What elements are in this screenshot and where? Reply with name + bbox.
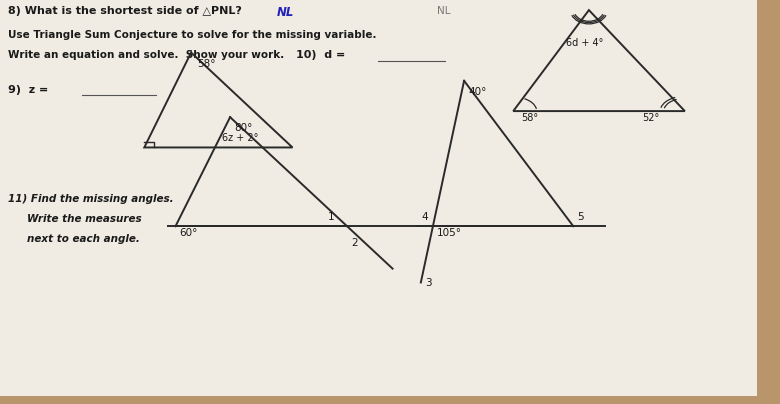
Text: 3: 3 bbox=[425, 278, 431, 288]
Text: NL: NL bbox=[437, 6, 450, 16]
Text: Write the measures: Write the measures bbox=[27, 214, 142, 224]
Text: Write an equation and solve.  Show your work.: Write an equation and solve. Show your w… bbox=[8, 50, 284, 61]
Text: 11) Find the missing angles.: 11) Find the missing angles. bbox=[8, 194, 173, 204]
Text: NL: NL bbox=[277, 6, 294, 19]
Text: 58°: 58° bbox=[521, 113, 538, 123]
Text: 52°: 52° bbox=[642, 113, 659, 123]
Text: 105°: 105° bbox=[437, 228, 462, 238]
Text: 6z + 2°: 6z + 2° bbox=[222, 133, 259, 143]
Text: 10)  d =: 10) d = bbox=[296, 50, 349, 61]
Text: 2: 2 bbox=[351, 238, 357, 248]
Text: 60°: 60° bbox=[179, 228, 198, 238]
Text: 1: 1 bbox=[328, 212, 334, 222]
Text: next to each angle.: next to each angle. bbox=[27, 234, 140, 244]
Text: 80°: 80° bbox=[234, 123, 253, 133]
Text: Use Triangle Sum Conjecture to solve for the missing variable.: Use Triangle Sum Conjecture to solve for… bbox=[8, 30, 376, 40]
FancyBboxPatch shape bbox=[0, 0, 757, 396]
Text: 6d + 4°: 6d + 4° bbox=[566, 38, 603, 48]
Text: 4: 4 bbox=[421, 212, 427, 222]
Text: 8) What is the shortest side of △PNL?: 8) What is the shortest side of △PNL? bbox=[8, 6, 242, 16]
Text: 58°: 58° bbox=[197, 59, 216, 69]
Text: 9)  z =: 9) z = bbox=[8, 85, 52, 95]
Text: 40°: 40° bbox=[468, 87, 487, 97]
Text: 5: 5 bbox=[577, 212, 583, 222]
